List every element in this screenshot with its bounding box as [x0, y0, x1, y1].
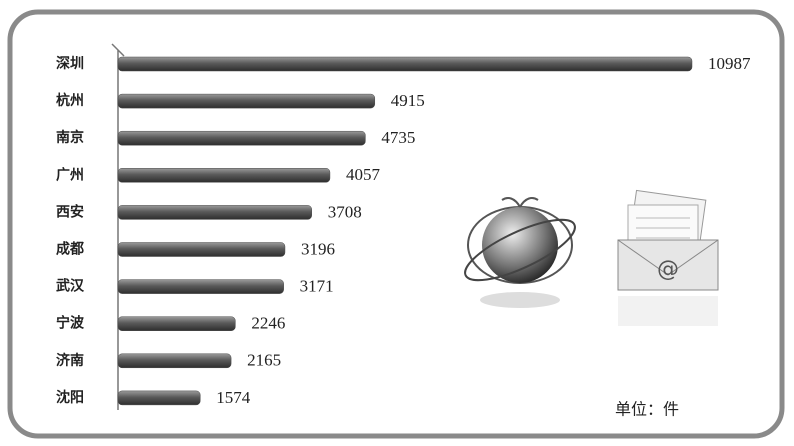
- value-label: 4735: [381, 128, 415, 147]
- category-label: 深圳: [56, 55, 84, 72]
- category-label: 杭州: [56, 92, 84, 109]
- value-label: 2165: [247, 351, 281, 370]
- bar: [117, 242, 286, 257]
- unit-label: 单位：件: [615, 400, 679, 419]
- value-label: 2246: [251, 314, 285, 333]
- axis-line: [111, 43, 125, 410]
- svg-text:@: @: [657, 257, 679, 282]
- category-label: 南京: [56, 129, 84, 146]
- mail-icon: @: [617, 189, 719, 326]
- bar: [117, 130, 366, 146]
- value-label: 10987: [708, 54, 751, 73]
- value-label: 4057: [346, 165, 381, 184]
- bar: [117, 390, 201, 406]
- bar: [117, 93, 376, 109]
- category-label: 西安: [56, 203, 84, 220]
- value-label: 3171: [300, 277, 334, 296]
- category-label: 广州: [56, 166, 84, 183]
- value-label: 1574: [216, 388, 251, 407]
- bar: [117, 56, 693, 72]
- bar: [117, 168, 331, 183]
- category-label: 武汉: [56, 278, 85, 295]
- category-label: 济南: [56, 352, 84, 369]
- category-label: 沈阳: [56, 389, 84, 406]
- category-label: 成都: [56, 241, 84, 258]
- category-label: 宁波: [56, 315, 85, 332]
- bar: [117, 205, 312, 220]
- value-label: 3196: [301, 239, 335, 258]
- value-label: 3708: [328, 202, 362, 221]
- bar: [117, 316, 236, 331]
- bar: [117, 353, 232, 369]
- value-label: 4915: [391, 91, 425, 110]
- bar: [117, 279, 284, 294]
- globe-icon: [464, 197, 576, 308]
